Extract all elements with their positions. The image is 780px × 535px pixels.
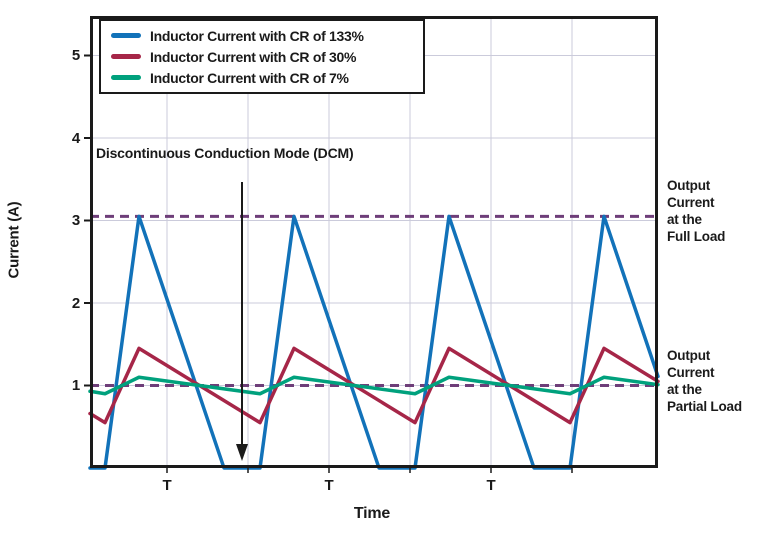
x-tick-T1: T bbox=[162, 477, 172, 494]
plot-frame bbox=[90, 16, 658, 468]
legend-box: Inductor Current with CR of 133% Inducto… bbox=[99, 19, 425, 94]
dcm-arrow-head bbox=[236, 444, 248, 461]
legend-label: Inductor Current with CR of 30% bbox=[150, 48, 357, 65]
y-tick-1: 1 bbox=[71, 377, 80, 394]
full-load-label: Output Current at the Full Load bbox=[667, 178, 726, 244]
legend-item-cr-7: Inductor Current with CR of 7% bbox=[111, 68, 423, 87]
x-axis-title: Time bbox=[353, 505, 391, 522]
legend-swatch-green bbox=[111, 75, 141, 80]
series-line bbox=[88, 375, 660, 396]
legend-label: Inductor Current with CR of 7% bbox=[150, 69, 349, 86]
legend-label: Inductor Current with CR of 133% bbox=[150, 27, 364, 44]
legend-item-cr-133: Inductor Current with CR of 133% bbox=[111, 26, 423, 45]
y-tick-4: 4 bbox=[71, 130, 80, 147]
y-tick-5: 5 bbox=[71, 47, 80, 64]
partial-load-label: Output Current at the Partial Load bbox=[667, 348, 742, 414]
series-line bbox=[88, 214, 660, 470]
y-axis-title: Current (A) bbox=[5, 201, 23, 279]
legend-item-cr-30: Inductor Current with CR of 30% bbox=[111, 47, 423, 66]
legend-swatch-crimson bbox=[111, 54, 141, 59]
legend-swatch-blue bbox=[111, 33, 141, 38]
x-tick-T3: T bbox=[486, 477, 496, 494]
x-tick-T2: T bbox=[324, 477, 334, 494]
dcm-annotation: Discontinuous Conduction Mode (DCM) bbox=[96, 145, 354, 161]
y-tick-3: 3 bbox=[71, 212, 80, 229]
y-tick-2: 2 bbox=[71, 295, 80, 312]
